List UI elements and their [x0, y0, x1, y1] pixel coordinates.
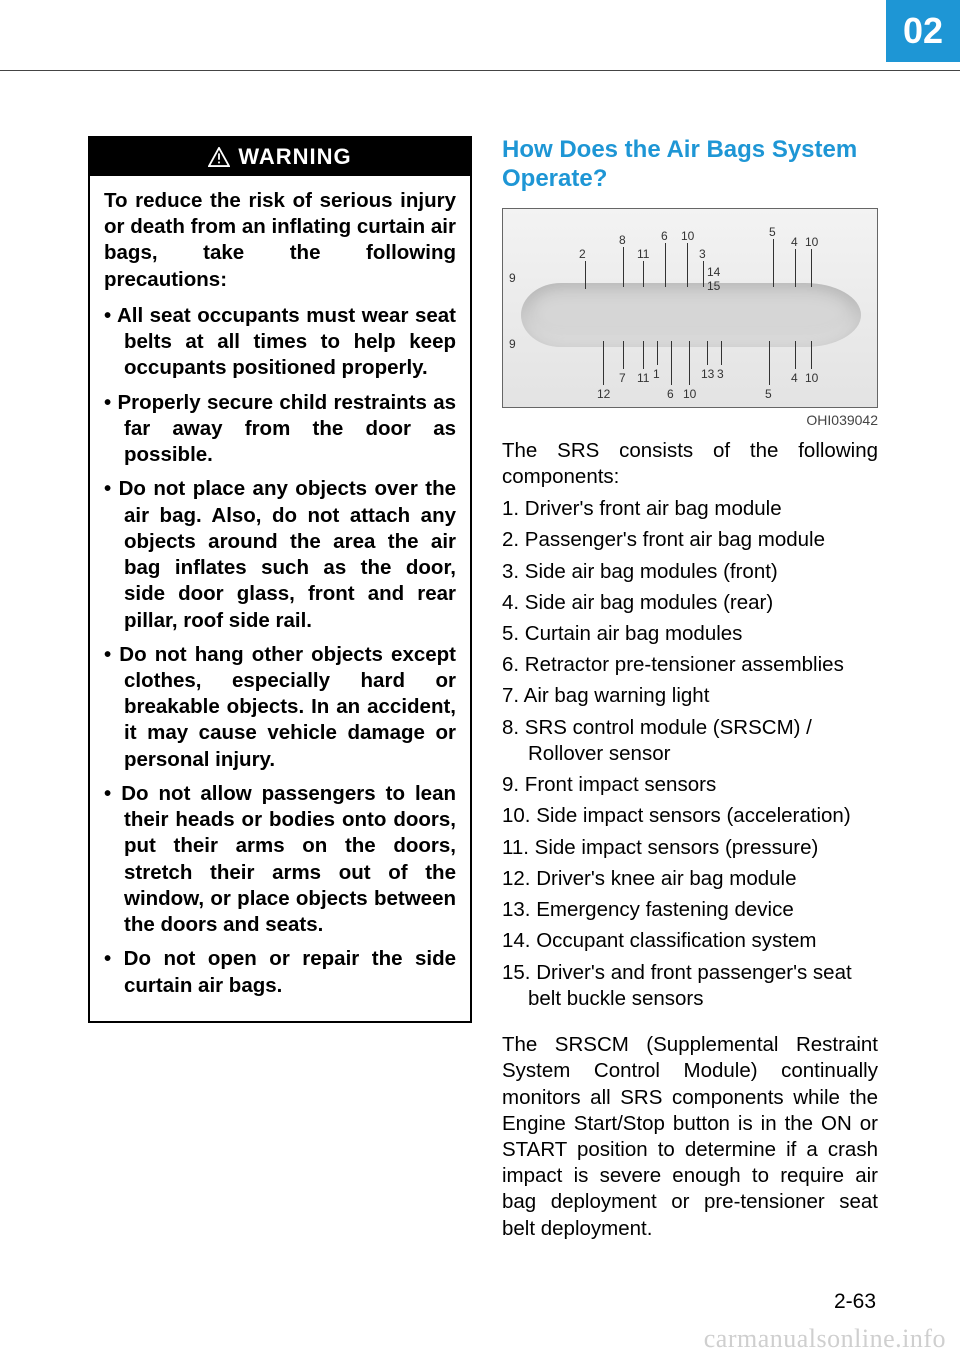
- horizontal-rule: [0, 70, 960, 71]
- component-item: 2. Passenger's front air bag module: [502, 527, 878, 553]
- warning-item: Do not place any objects over the air ba…: [104, 476, 456, 633]
- diagram-label: 11: [637, 247, 649, 261]
- diagram-label: 5: [765, 387, 772, 401]
- diagram-leader: [623, 247, 624, 287]
- page-number: 2-63: [834, 1290, 876, 1314]
- component-item: 6. Retractor pre-tensioner assemblies: [502, 652, 878, 678]
- warning-item: All seat occupants must wear seat belts …: [104, 303, 456, 382]
- diagram-label: 10: [683, 387, 696, 401]
- diagram-leader: [703, 261, 704, 287]
- chapter-tab: 02: [886, 0, 960, 62]
- diagram-label: 2: [579, 247, 586, 261]
- diagram-leader: [603, 341, 604, 385]
- section-heading: How Does the Air Bags System Operate?: [502, 136, 878, 194]
- diagram-label: 7: [619, 371, 626, 385]
- diagram-leader: [687, 243, 688, 287]
- component-item: 8. SRS control module (SRSCM) / Rollover…: [502, 715, 878, 767]
- diagram-label: 1: [653, 367, 660, 381]
- diagram-leader: [657, 341, 658, 365]
- page-content: WARNING To reduce the risk of serious in…: [88, 136, 878, 1242]
- component-item: 10. Side impact sensors (acceleration): [502, 803, 878, 829]
- component-item: 9. Front impact sensors: [502, 772, 878, 798]
- diagram-leader: [643, 261, 644, 287]
- component-item: 3. Side air bag modules (front): [502, 559, 878, 585]
- diagram-caption: OHI039042: [502, 412, 878, 428]
- warning-intro: To reduce the risk of serious injury or …: [104, 188, 456, 293]
- diagram-label: 15: [707, 279, 720, 293]
- component-item: 4. Side air bag modules (rear): [502, 590, 878, 616]
- diagram-label: 3: [717, 367, 724, 381]
- left-column: WARNING To reduce the risk of serious in…: [88, 136, 472, 1242]
- diagram-label: 5: [769, 225, 776, 239]
- diagram-leader: [585, 261, 586, 289]
- diagram-label: 11: [637, 371, 649, 385]
- diagram-label: 10: [805, 235, 818, 249]
- component-item: 15. Driver's and front passenger's seat …: [502, 960, 878, 1012]
- srscm-paragraph: The SRSCM (Supplemental Restraint System…: [502, 1032, 878, 1242]
- watermark: carmanualsonline.info: [704, 1324, 946, 1354]
- warning-box: WARNING To reduce the risk of serious in…: [88, 136, 472, 1023]
- car-silhouette: [521, 283, 861, 347]
- diagram-leader: [665, 243, 666, 287]
- right-column: How Does the Air Bags System Operate? 9 …: [502, 136, 878, 1242]
- diagram-label: 12: [597, 387, 610, 401]
- diagram-label: 6: [667, 387, 674, 401]
- diagram-leader: [707, 341, 708, 365]
- diagram-leader: [671, 341, 672, 385]
- warning-list: All seat occupants must wear seat belts …: [104, 303, 456, 999]
- component-item: 14. Occupant classification system: [502, 928, 878, 954]
- diagram-leader: [795, 249, 796, 287]
- warning-item: Do not hang other objects except clothes…: [104, 642, 456, 773]
- component-item: 13. Emergency fastening device: [502, 897, 878, 923]
- diagram-leader: [689, 341, 690, 385]
- components-intro: The SRS consists of the following compon…: [502, 438, 878, 490]
- diagram-leader: [773, 239, 774, 287]
- diagram-label: 9: [509, 337, 516, 351]
- diagram-label: 9: [509, 271, 516, 285]
- warning-item: Properly secure child restraints as far …: [104, 390, 456, 469]
- diagram-leader: [811, 249, 812, 287]
- warning-body: To reduce the risk of serious injury or …: [90, 176, 470, 1021]
- diagram-leader: [643, 341, 644, 369]
- diagram-leader: [721, 341, 722, 365]
- warning-item: Do not open or repair the side curtain a…: [104, 946, 456, 998]
- component-item: 7. Air bag warning light: [502, 683, 878, 709]
- diagram-label: 3: [699, 247, 706, 261]
- diagram-label: 4: [791, 235, 798, 249]
- airbag-diagram: 9 2 8 11 6 10 3 14 15 5 4 10 9 12 7 11 1…: [502, 208, 878, 408]
- warning-triangle-icon: [208, 147, 230, 167]
- component-item: 11. Side impact sensors (pressure): [502, 835, 878, 861]
- warning-header-label: WARNING: [238, 144, 351, 170]
- component-item: 1. Driver's front air bag module: [502, 496, 878, 522]
- component-item: 12. Driver's knee air bag module: [502, 866, 878, 892]
- diagram-label: 10: [681, 229, 694, 243]
- diagram-label: 10: [805, 371, 818, 385]
- warning-header: WARNING: [90, 138, 470, 176]
- diagram-label: 14: [707, 265, 720, 279]
- diagram-label: 8: [619, 233, 626, 247]
- diagram-label: 4: [791, 371, 798, 385]
- component-list: 1. Driver's front air bag module 2. Pass…: [502, 496, 878, 1012]
- diagram-label: 13: [701, 367, 714, 381]
- component-item: 5. Curtain air bag modules: [502, 621, 878, 647]
- warning-item: Do not allow passengers to lean their he…: [104, 781, 456, 938]
- diagram-leader: [795, 341, 796, 369]
- diagram-leader: [623, 341, 624, 369]
- diagram-leader: [769, 341, 770, 385]
- diagram-leader: [811, 341, 812, 369]
- diagram-label: 6: [661, 229, 668, 243]
